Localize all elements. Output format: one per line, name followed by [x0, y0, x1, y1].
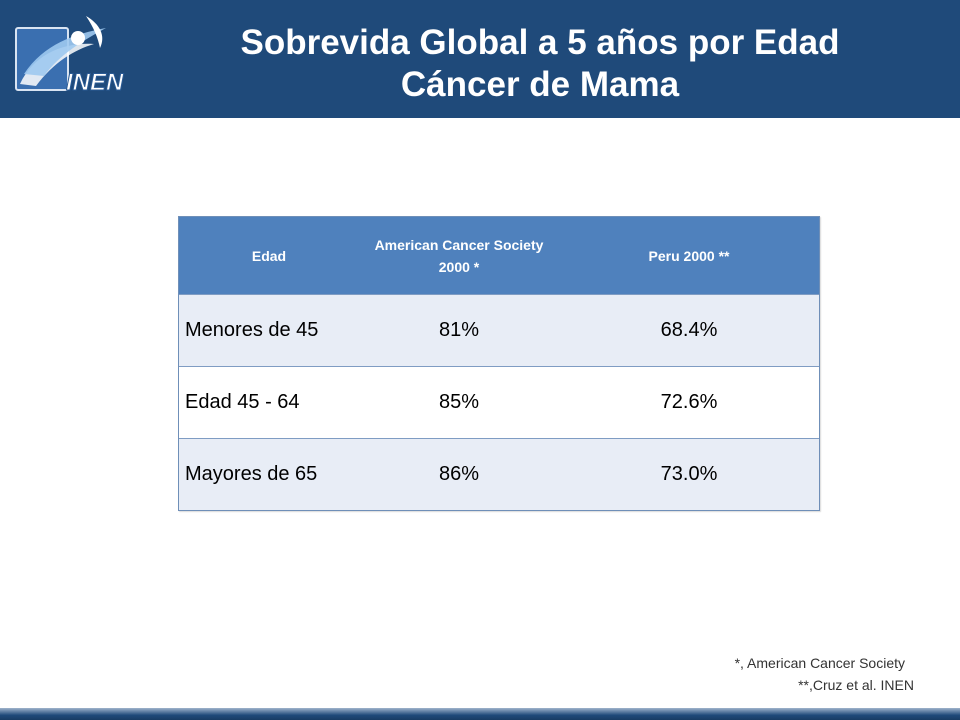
column-header-edad: Edad [179, 217, 359, 295]
peru-value: 72.6% [559, 366, 819, 439]
logo-text: INEN [66, 69, 124, 96]
bottom-bar [0, 708, 960, 720]
header-bar: INEN Sobrevida Global a 5 años por Edad … [0, 0, 960, 118]
row-label: Mayores de 65 [179, 438, 359, 510]
row-label: Edad 45 - 64 [179, 366, 359, 439]
footnote-inen: **,Cruz et al. INEN [798, 677, 914, 693]
table-header-row: Edad American Cancer Society 2000 * Peru… [179, 217, 819, 295]
title-line-2: Cáncer de Mama [400, 65, 680, 104]
acs-value: 86% [359, 438, 559, 510]
footnote-acs: *, American Cancer Society [734, 655, 905, 671]
column-header-peru: Peru 2000 ** [559, 217, 819, 295]
inen-logo: INEN [15, 16, 125, 96]
title-line-1: Sobrevida Global a 5 años por Edad [240, 23, 840, 62]
column-header-acs: American Cancer Society 2000 * [359, 217, 559, 295]
page-title: Sobrevida Global a 5 años por Edad Cánce… [150, 22, 930, 106]
survival-table: Edad American Cancer Society 2000 * Peru… [178, 216, 820, 511]
footnotes: *, American Cancer Society **,Cruz et al… [735, 652, 914, 696]
acs-value: 81% [359, 294, 559, 367]
table-row: Edad 45 - 64 85% 72.6% [179, 366, 819, 439]
table-row: Menores de 45 81% 68.4% [179, 294, 819, 367]
peru-value: 73.0% [559, 438, 819, 510]
peru-value: 68.4% [559, 294, 819, 367]
table-row: Mayores de 65 86% 73.0% [179, 438, 819, 510]
acs-value: 85% [359, 366, 559, 439]
row-label: Menores de 45 [179, 294, 359, 367]
